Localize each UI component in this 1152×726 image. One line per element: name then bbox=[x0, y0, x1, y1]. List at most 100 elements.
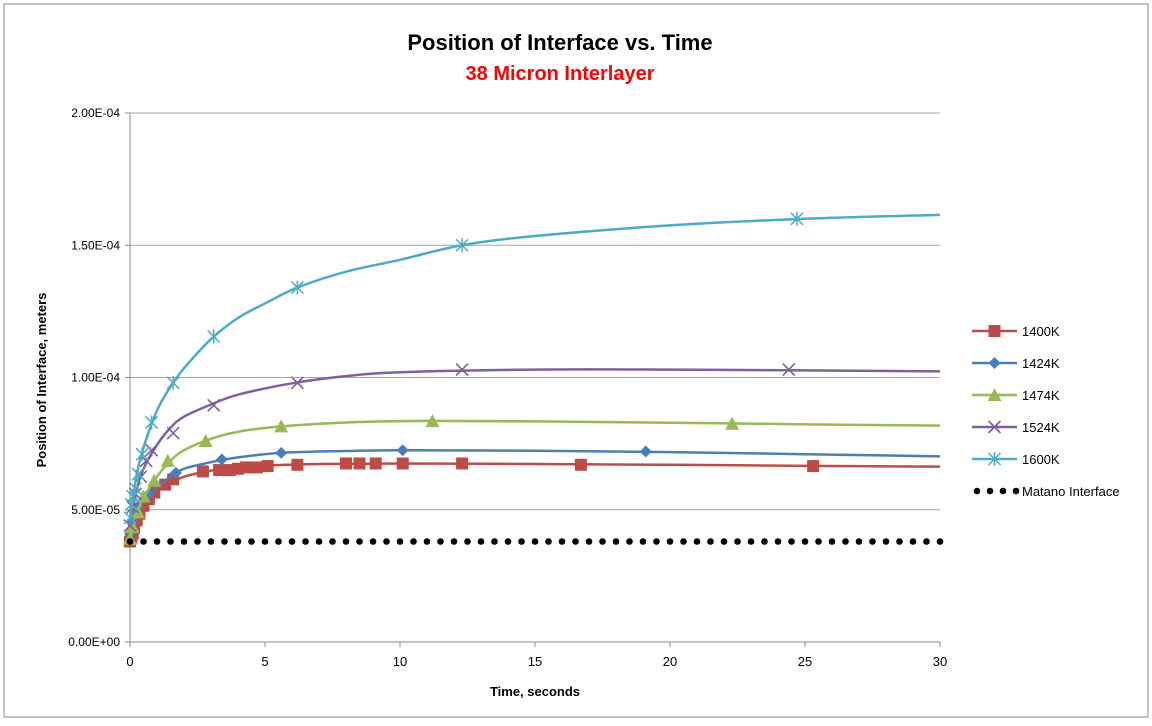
dot-marker bbox=[437, 538, 444, 545]
dot-marker bbox=[734, 538, 741, 545]
dot-marker bbox=[923, 538, 930, 545]
dot-marker bbox=[477, 538, 485, 545]
legend-label: 1600K bbox=[1022, 452, 1060, 467]
chart-area-border bbox=[3, 3, 1149, 718]
triangle-marker bbox=[160, 453, 175, 467]
series-line bbox=[128, 368, 941, 526]
x-marker bbox=[782, 362, 796, 377]
dot-marker bbox=[288, 538, 296, 545]
dot-marker bbox=[369, 538, 377, 545]
dot-marker bbox=[140, 538, 147, 545]
square-marker bbox=[574, 458, 587, 471]
dot-marker bbox=[383, 538, 390, 545]
dot-marker bbox=[153, 538, 161, 545]
diamond-marker bbox=[275, 446, 288, 459]
dot-marker bbox=[612, 538, 620, 545]
diamond-marker bbox=[639, 445, 652, 458]
legend-entry: 1474K bbox=[972, 388, 1060, 403]
dot-marker bbox=[410, 538, 417, 545]
x-marker bbox=[207, 398, 221, 412]
dot-marker bbox=[234, 538, 242, 545]
dot-marker bbox=[774, 538, 782, 545]
dot-marker bbox=[450, 538, 458, 545]
dot-marker bbox=[315, 538, 323, 545]
dot-marker bbox=[531, 538, 539, 545]
dot-marker bbox=[626, 538, 633, 545]
triangle-marker bbox=[725, 416, 740, 430]
dot-marker bbox=[194, 538, 201, 545]
y-tick-label: 1.50E-04 bbox=[71, 238, 120, 252]
dot-marker bbox=[869, 538, 876, 545]
square-marker bbox=[196, 465, 209, 478]
series-1474k bbox=[123, 414, 941, 545]
dot-marker bbox=[999, 487, 1007, 495]
x-tick-label: 0 bbox=[126, 654, 133, 669]
square-marker bbox=[213, 464, 226, 477]
square-marker bbox=[240, 461, 253, 474]
dot-marker bbox=[558, 538, 566, 545]
legend-label: Matano Interface bbox=[1022, 484, 1120, 499]
legend-label: 1424K bbox=[1022, 356, 1060, 371]
star-marker bbox=[145, 415, 159, 430]
star-marker bbox=[128, 481, 142, 496]
dot-marker bbox=[572, 538, 579, 545]
star-marker bbox=[790, 211, 804, 226]
series-line bbox=[128, 213, 941, 518]
star-marker bbox=[131, 467, 145, 482]
star-marker bbox=[290, 280, 304, 295]
dot-marker bbox=[396, 538, 404, 545]
dot-marker bbox=[936, 538, 944, 545]
star-marker bbox=[123, 510, 137, 525]
dot-marker bbox=[545, 538, 552, 545]
square-marker bbox=[807, 460, 820, 473]
x-tick-label: 15 bbox=[528, 654, 542, 669]
x-tick-label: 5 bbox=[261, 654, 268, 669]
legend-entry: 1400K bbox=[972, 324, 1060, 339]
square-marker bbox=[396, 457, 409, 470]
dot-marker bbox=[680, 538, 687, 545]
y-tick-label: 1.00E-04 bbox=[71, 371, 120, 385]
star-marker bbox=[124, 497, 138, 512]
dot-marker bbox=[1012, 487, 1020, 495]
square-marker bbox=[250, 461, 263, 474]
square-marker bbox=[456, 457, 469, 470]
star-marker bbox=[135, 447, 149, 462]
dot-marker bbox=[986, 487, 994, 495]
dot-marker bbox=[207, 538, 215, 545]
dot-marker bbox=[720, 538, 728, 545]
dot-marker bbox=[518, 538, 525, 545]
dot-marker bbox=[261, 538, 269, 545]
dot-marker bbox=[504, 538, 512, 545]
dot-marker bbox=[747, 538, 755, 545]
x-marker bbox=[455, 362, 469, 377]
star-marker bbox=[987, 452, 1002, 466]
dot-marker bbox=[842, 538, 849, 545]
dot-marker bbox=[423, 538, 431, 545]
data-series bbox=[123, 211, 944, 548]
y-tick-label: 5.00E-05 bbox=[71, 503, 120, 517]
star-marker bbox=[207, 329, 221, 344]
dot-marker bbox=[275, 538, 282, 545]
legend-label: 1524K bbox=[1022, 420, 1060, 435]
y-tick-label: 2.00E-04 bbox=[71, 106, 120, 120]
x-tick-label: 30 bbox=[933, 654, 947, 669]
square-marker bbox=[340, 457, 352, 470]
x-axis-label: Time, seconds bbox=[490, 684, 580, 699]
diamond-marker bbox=[169, 466, 182, 479]
x-tick-label: 20 bbox=[663, 654, 677, 669]
dot-marker bbox=[828, 538, 836, 545]
dot-marker bbox=[761, 538, 768, 545]
x-marker bbox=[290, 376, 304, 390]
star-marker bbox=[455, 238, 469, 253]
dot-marker bbox=[666, 538, 674, 545]
dot-marker bbox=[342, 538, 350, 545]
square-marker bbox=[353, 457, 366, 470]
dot-marker bbox=[653, 538, 660, 545]
star-marker bbox=[166, 375, 180, 390]
x-tick-label: 10 bbox=[393, 654, 407, 669]
triangle-marker bbox=[274, 419, 289, 433]
dot-marker bbox=[815, 538, 822, 545]
dot-marker bbox=[639, 538, 647, 545]
